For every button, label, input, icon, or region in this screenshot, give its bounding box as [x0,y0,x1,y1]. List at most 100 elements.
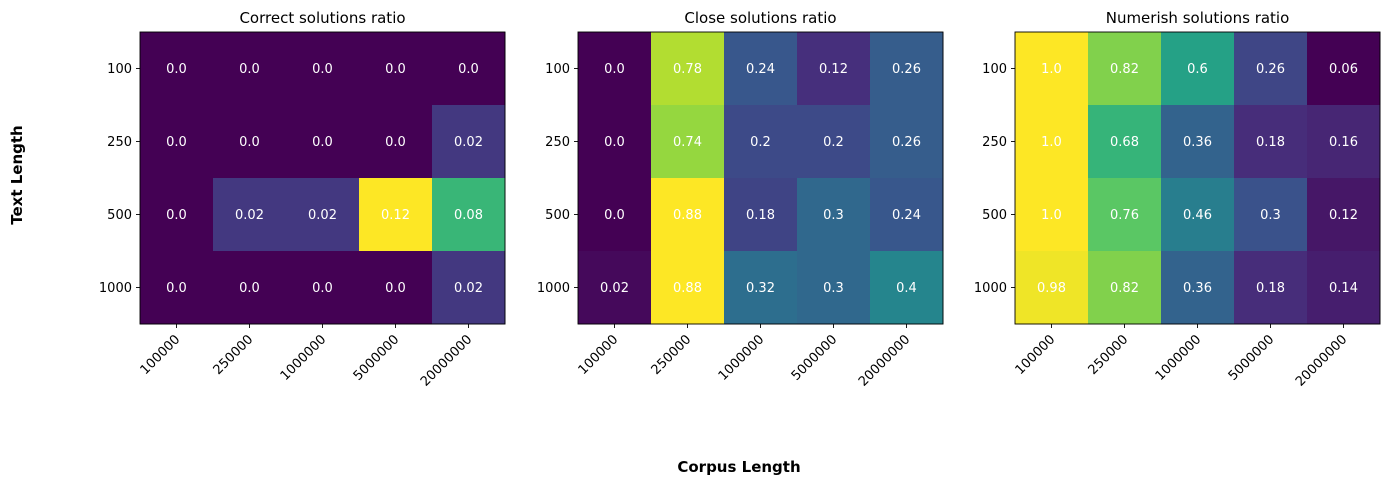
cell-value-label: 0.0 [166,281,187,296]
chart-title: Close solutions ratio [684,9,836,27]
heatmap-cell [140,32,214,106]
x-tick-label: 20000000 [418,332,475,389]
heatmap-cell [1161,251,1235,325]
cell-value-label: 1.0 [1041,135,1062,150]
heatmap-cell [797,105,871,179]
heatmap-cell [578,105,652,179]
chart-title: Correct solutions ratio [239,9,405,27]
x-tick-label: 100000 [1013,332,1059,378]
heatmap-cell [1234,178,1308,252]
cell-value-label: 0.76 [1110,208,1139,223]
heatmap-cell [1015,178,1089,252]
heatmap-cell [1088,178,1162,252]
cell-value-label: 0.74 [673,135,702,150]
heatmap-cell [286,251,360,325]
heatmap-cell [578,251,652,325]
heatmap-cell [1307,251,1381,325]
heatmap-cell [1307,32,1381,106]
cell-value-label: 0.88 [673,208,702,223]
heatmap-cell [359,105,433,179]
cell-value-label: 0.0 [239,281,260,296]
cell-value-label: 0.0 [166,62,187,77]
heatmap-cell [359,251,433,325]
cell-value-label: 0.06 [1329,62,1358,77]
cell-value-label: 0.18 [1256,135,1285,150]
cell-value-label: 0.98 [1037,281,1066,296]
cell-value-label: 0.0 [385,62,406,77]
cell-value-label: 0.02 [308,208,337,223]
x-axis-label: Corpus Length [677,458,801,476]
cell-value-label: 0.6 [1187,62,1208,77]
cell-value-label: 0.02 [454,281,483,296]
cell-value-label: 0.16 [1329,135,1358,150]
cell-value-label: 0.0 [604,135,625,150]
heatmap-cell [797,251,871,325]
cell-value-label: 0.0 [458,62,479,77]
heatmap-cell [1234,32,1308,106]
y-tick-label: 1000 [537,281,570,296]
cell-value-label: 0.3 [1260,208,1281,223]
heatmap-cell [797,178,871,252]
cell-value-label: 0.82 [1110,281,1139,296]
heatmap-cell [1015,32,1089,106]
heatmap-cell [1088,32,1162,106]
heatmap-cell [1307,105,1381,179]
x-tick-label: 20000000 [1293,332,1350,389]
heatmap-cell [1234,251,1308,325]
y-tick-label: 250 [982,135,1007,150]
heatmap-cell [724,178,798,252]
y-tick-label: 100 [545,62,570,77]
x-tick-label: 250000 [649,332,695,378]
heatmap-cell [1161,105,1235,179]
cell-value-label: 0.3 [823,208,844,223]
cell-value-label: 0.0 [312,135,333,150]
cell-value-label: 0.78 [673,62,702,77]
y-tick-label: 100 [982,62,1007,77]
x-tick-label: 5000000 [789,332,841,384]
heatmap-cell [213,32,287,106]
cell-value-label: 0.18 [746,208,775,223]
cell-value-label: 0.32 [746,281,775,296]
heatmap-cell [724,251,798,325]
cell-value-label: 0.02 [454,135,483,150]
heatmap-cell [724,105,798,179]
cell-value-label: 1.0 [1041,62,1062,77]
heatmap-cell [1015,105,1089,179]
x-tick-label: 250000 [1086,332,1132,378]
heatmap-cell [797,32,871,106]
y-tick-label: 1000 [974,281,1007,296]
cell-value-label: 0.0 [604,62,625,77]
cell-value-label: 0.0 [166,208,187,223]
cell-value-label: 0.0 [385,135,406,150]
cell-value-label: 0.26 [892,62,921,77]
cell-value-label: 0.26 [892,135,921,150]
cell-value-label: 0.3 [823,281,844,296]
cell-value-label: 0.46 [1183,208,1212,223]
x-tick-label: 250000 [211,332,257,378]
heatmap-cell [870,251,944,325]
cell-value-label: 0.12 [1329,208,1358,223]
heatmap-cell [578,178,652,252]
heatmap-cell [651,178,725,252]
heatmap-cell [651,251,725,325]
cell-value-label: 0.2 [750,135,771,150]
heatmap-cell [359,178,433,252]
x-tick-label: 1000000 [716,332,768,384]
cell-value-label: 0.18 [1256,281,1285,296]
heatmap-cell [1307,178,1381,252]
heatmap-cell [286,105,360,179]
heatmap-cell [213,251,287,325]
heatmap-cell [213,105,287,179]
heatmap-cell [1088,105,1162,179]
heatmap-cell [1088,251,1162,325]
heatmap-cell [286,32,360,106]
cell-value-label: 0.36 [1183,281,1212,296]
cell-value-label: 0.88 [673,281,702,296]
cell-value-label: 1.0 [1041,208,1062,223]
cell-value-label: 0.12 [819,62,848,77]
cell-value-label: 0.0 [312,281,333,296]
heatmap-panel: Numerish solutions ratio 1.0 0.82 0.6 0.26 0.… [974,9,1381,390]
cell-value-label: 0.0 [312,62,333,77]
